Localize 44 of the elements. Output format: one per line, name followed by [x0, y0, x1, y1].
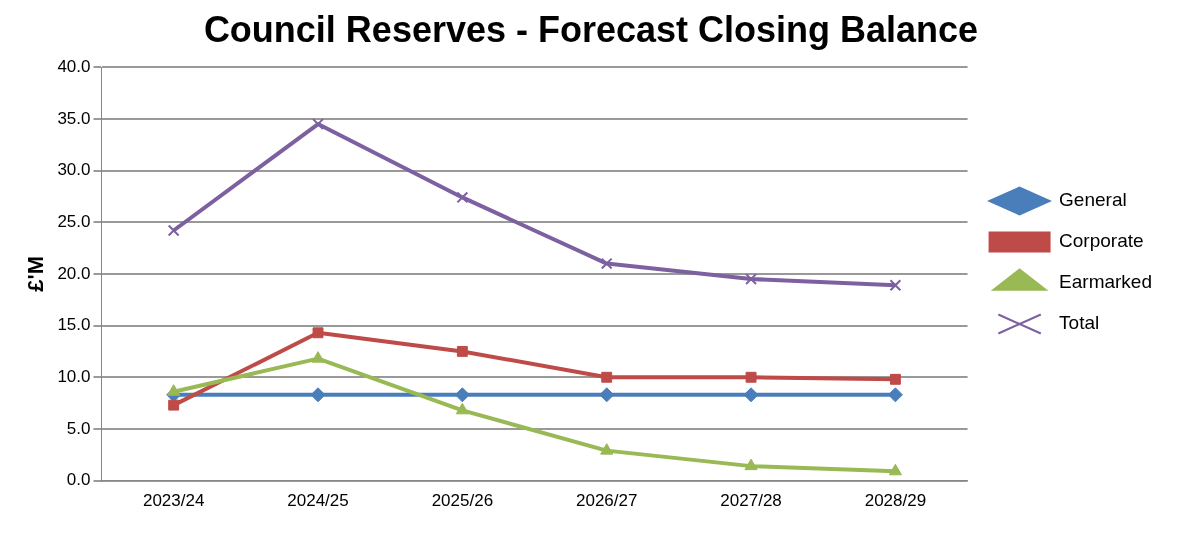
point: [311, 351, 325, 363]
point: [312, 327, 324, 339]
x-tick-label: 2025/26: [431, 491, 494, 511]
point: [455, 402, 469, 415]
y-axis-title: £'M: [23, 256, 49, 292]
legend-label: Earmarked: [1059, 271, 1152, 293]
x-tick-label: 2023/24: [142, 491, 205, 511]
point: [310, 387, 326, 403]
legend-label: Corporate: [1059, 230, 1144, 252]
point: [887, 387, 903, 403]
point: [745, 371, 757, 383]
y-tick-label: 30.0: [57, 160, 91, 180]
point: [600, 443, 614, 455]
point: [745, 273, 758, 286]
y-tick-label: 40.0: [57, 56, 91, 76]
point: [312, 118, 324, 130]
point: [601, 371, 613, 383]
y-tick-label: 15.0: [57, 315, 91, 335]
y-tick-label: 20.0: [57, 263, 91, 283]
point: [454, 387, 470, 403]
point: [168, 399, 180, 411]
y-tick-label: 0.0: [66, 470, 91, 490]
point: [167, 224, 180, 237]
x-tick-label: 2024/25: [287, 491, 349, 511]
point: [456, 345, 468, 357]
y-tick-label: 25.0: [57, 211, 91, 231]
x-tick-label: 2028/29: [864, 491, 927, 511]
point: [456, 191, 469, 204]
point: [167, 384, 181, 396]
chart-title: Council Reserves - Forecast Closing Balance: [203, 8, 979, 50]
point: [889, 279, 902, 292]
y-tick-label: 35.0: [57, 108, 91, 128]
point: [744, 458, 758, 471]
x-tick-label: 2026/27: [575, 491, 638, 511]
point: [889, 373, 901, 385]
x-tick-label: 2027/28: [720, 491, 782, 511]
point: [888, 463, 902, 476]
point: [599, 387, 615, 403]
point: [743, 387, 759, 403]
legend-label: Total: [1059, 312, 1100, 334]
point: [600, 257, 613, 270]
legend-label: General: [1059, 189, 1127, 211]
y-tick-label: 5.0: [66, 418, 91, 438]
y-tick-label: 10.0: [57, 366, 91, 386]
